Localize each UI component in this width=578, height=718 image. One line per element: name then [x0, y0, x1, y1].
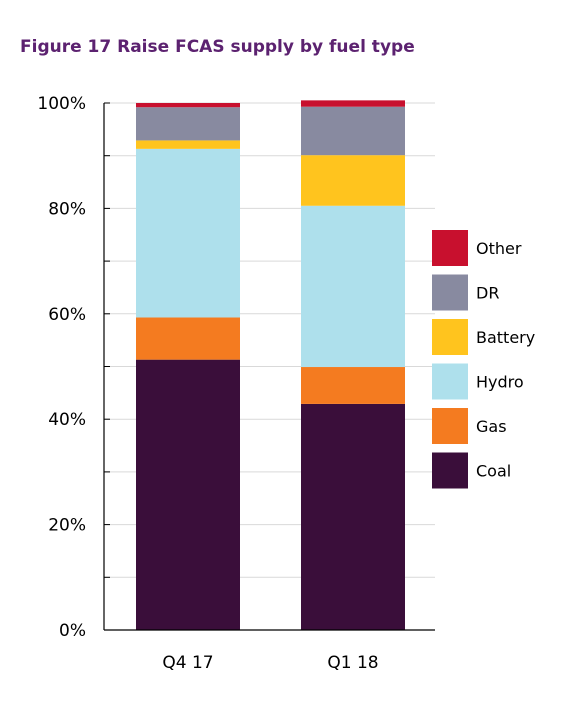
bar-gas-q4-17	[136, 317, 240, 360]
legend-swatch-hydro	[432, 363, 468, 400]
legend-label-other: Other	[476, 239, 522, 258]
bar-coal-q4-17	[136, 359, 240, 630]
legend-label-battery: Battery	[476, 328, 535, 347]
bar-gas-q1-18	[301, 367, 405, 404]
legend-swatch-coal	[432, 452, 468, 489]
bar-battery-q1-18	[301, 155, 405, 206]
y-tick-label-20: 20%	[48, 516, 86, 536]
bar-dr-q1-18	[301, 106, 405, 156]
y-tick-labels: 0% 20% 40% 60% 80% 100%	[37, 94, 86, 641]
bars	[136, 100, 405, 630]
legend-swatch-battery	[432, 319, 468, 355]
bar-dr-q4-17	[136, 107, 240, 141]
legend-label-coal: Coal	[476, 462, 511, 481]
x-tick-label-q4-17: Q4 17	[162, 653, 213, 673]
legend-label-dr: DR	[476, 284, 499, 303]
x-tick-labels: Q4 17 Q1 18	[162, 653, 378, 673]
y-tick-label-0: 0%	[59, 621, 86, 641]
legend-swatch-gas	[432, 408, 468, 444]
bar-battery-q4-17	[136, 140, 240, 149]
bar-other-q1-18	[301, 100, 405, 107]
legend-label-gas: Gas	[476, 417, 507, 436]
y-tick-label-100: 100%	[37, 94, 86, 114]
axes	[103, 102, 435, 631]
legend: Other DR Battery Hydro Gas Coal	[432, 230, 535, 489]
legend-swatch-dr	[432, 274, 468, 311]
bar-other-q4-17	[136, 103, 240, 108]
y-tick-label-40: 40%	[48, 410, 86, 430]
bar-hydro-q1-18	[301, 205, 405, 368]
bar-hydro-q4-17	[136, 148, 240, 318]
chart-title: Figure 17 Raise FCAS supply by fuel type	[20, 37, 415, 57]
y-tick-label-60: 60%	[48, 305, 86, 325]
y-tick-label-80: 80%	[48, 199, 86, 219]
legend-swatch-other	[432, 230, 468, 266]
x-tick-label-q1-18: Q1 18	[327, 653, 378, 673]
legend-label-hydro: Hydro	[476, 373, 524, 392]
bar-coal-q1-18	[301, 403, 405, 630]
